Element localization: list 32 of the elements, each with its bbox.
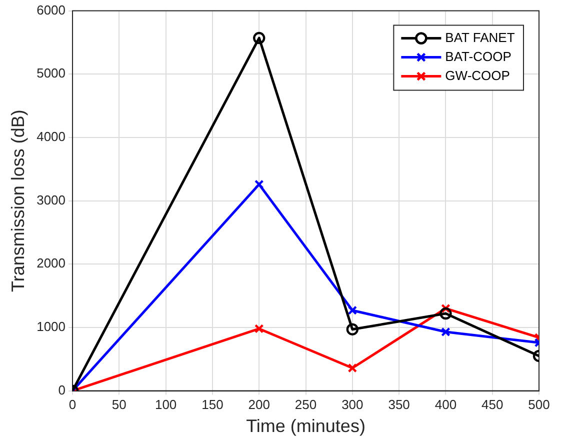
x-tick-label: 0: [68, 397, 76, 412]
y-axis-title: Transmission loss (dB): [8, 110, 28, 292]
legend-label: BAT FANET: [445, 30, 515, 45]
point: [441, 327, 450, 337]
x-axis-title: Time (minutes): [246, 416, 366, 436]
x-tick-label: 300: [342, 397, 364, 412]
y-tick-label: 5000: [36, 66, 66, 81]
y-tick-label: 1000: [36, 319, 66, 334]
x-tick-label: 200: [248, 397, 270, 412]
x-tick-label: 500: [528, 397, 550, 412]
x-tick-label: 350: [388, 397, 410, 412]
point: [254, 324, 264, 334]
x-tick-label: 150: [202, 397, 224, 412]
y-tick-label: 6000: [36, 2, 66, 18]
point: [348, 363, 358, 373]
y-tick-label: 3000: [36, 192, 66, 208]
point: [348, 306, 358, 315]
y-tick-label: 4000: [36, 129, 66, 144]
point: [253, 32, 266, 44]
x-tick-label: 450: [482, 397, 504, 412]
point: [440, 307, 452, 320]
y-tick-label: 0: [58, 382, 66, 398]
y-tick-label: 2000: [36, 256, 66, 271]
x-tick-label: 400: [434, 397, 457, 412]
legend-label: GW-COOP: [445, 68, 510, 83]
point: [346, 323, 359, 336]
legend-label: BAT-COOP: [445, 48, 512, 64]
x-tick-label: 250: [294, 397, 317, 412]
point: [441, 304, 450, 314]
point: [254, 180, 264, 189]
x-tick-label: 100: [154, 397, 177, 412]
x-tick-label: 50: [112, 397, 126, 412]
